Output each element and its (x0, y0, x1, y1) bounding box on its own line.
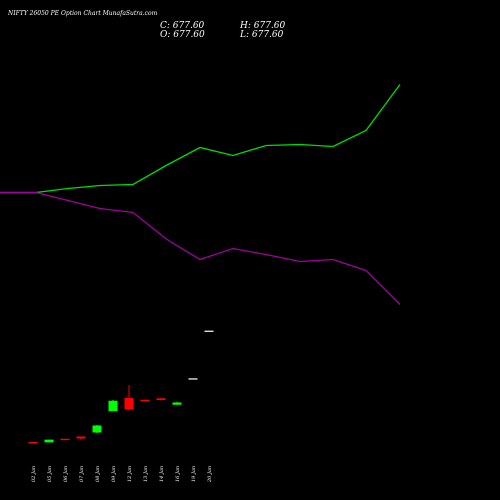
x-tick-label: 14 Jan (159, 466, 165, 482)
candle-body (140, 399, 150, 402)
upper-band-line (0, 84, 401, 194)
open-readout: O: 677.60 (160, 30, 205, 40)
x-tick-label: 05 Jan (47, 466, 53, 482)
candle-body (76, 436, 86, 439)
candle-body (188, 378, 198, 380)
candle-body (156, 398, 166, 400)
x-tick-label: 08 Jan (95, 466, 101, 482)
lower-band-line (0, 191, 401, 305)
candle-body (172, 402, 182, 405)
bollinger-bands (0, 84, 401, 305)
candle-body (28, 442, 38, 444)
x-tick-label: 16 Jan (175, 466, 181, 482)
x-tick-label: 12 Jan (127, 466, 133, 482)
candlesticks (28, 330, 214, 444)
candle-body (204, 330, 214, 332)
candle-body (60, 438, 70, 441)
x-tick-label: 06 Jan (63, 466, 69, 482)
candle-body (44, 439, 54, 443)
close-readout: C: 677.60 (160, 21, 205, 31)
chart-title: NIFTY 26050 PE Option Chart MunafaSutra.… (7, 10, 158, 17)
low-readout: L: 677.60 (239, 30, 284, 40)
candle-body (108, 400, 118, 412)
x-tick-label: 20 Jan (207, 466, 213, 483)
high-readout: H: 677.60 (239, 21, 286, 31)
x-tick-label: 19 Jan (191, 466, 197, 482)
x-axis-ticks: 02 Jan 05 Jan 06 Jan 07 Jan 08 Jan 09 Jan 12 J… (31, 466, 213, 483)
x-tick-label: 07 Jan (79, 466, 85, 482)
x-tick-label: 13 Jan (143, 466, 149, 482)
x-tick-label: 02 Jan (31, 466, 37, 482)
x-tick-label: 09 Jan (111, 466, 117, 482)
candle-body (124, 398, 134, 410)
candle-body (92, 425, 102, 433)
